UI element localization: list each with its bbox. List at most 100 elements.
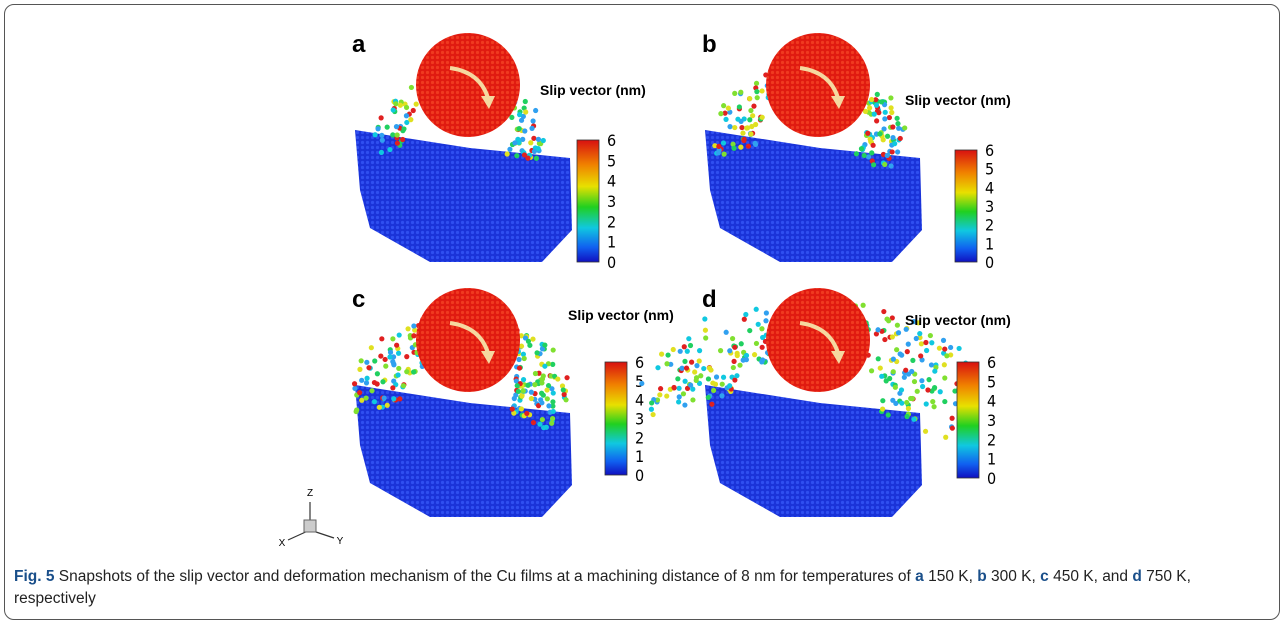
atom (931, 404, 937, 410)
atom (702, 327, 709, 333)
atom (387, 146, 393, 153)
atom (913, 335, 919, 342)
atom (533, 155, 540, 161)
atom (875, 356, 881, 362)
atom (752, 140, 758, 146)
caption-bold: c (1040, 568, 1049, 585)
colorbar-tick-label: 3 (635, 410, 644, 429)
atom (918, 353, 924, 359)
atom (730, 364, 736, 371)
atom (705, 376, 712, 382)
atom (750, 113, 756, 119)
atom (682, 378, 688, 384)
atom (693, 377, 699, 383)
atom (357, 390, 363, 396)
atom (527, 342, 533, 348)
atom (721, 103, 727, 109)
rotation-arrow (449, 321, 490, 354)
atom (384, 124, 390, 130)
atom (639, 380, 645, 387)
atom (532, 382, 538, 388)
atom (664, 393, 670, 399)
atom (403, 113, 410, 119)
panel-label: b (702, 31, 717, 58)
atom (509, 406, 515, 412)
rotation-arrow (799, 66, 840, 99)
atom (655, 365, 661, 371)
colorbar-tick-label: 2 (607, 212, 616, 231)
atom (741, 316, 747, 322)
caption-bold: d (1132, 568, 1142, 585)
atom (759, 88, 765, 94)
atom (532, 370, 539, 377)
atom (523, 109, 529, 115)
atom (879, 373, 885, 379)
atom (727, 109, 733, 115)
atom (904, 349, 910, 355)
atom (387, 349, 394, 355)
atom (736, 104, 742, 110)
atom (754, 89, 760, 95)
panel-label: c (352, 286, 365, 313)
atom (759, 326, 765, 332)
colorbar-tick-label: 2 (987, 430, 996, 449)
caption-text: Snapshots of the slip vector and deforma… (54, 568, 916, 585)
atom (359, 377, 365, 383)
atom (895, 121, 901, 127)
colorbar-tick-label: 5 (635, 372, 644, 391)
atom (875, 327, 881, 333)
atom (390, 359, 396, 365)
atom (382, 356, 388, 363)
colorbar-tick-label: 4 (635, 391, 644, 410)
colorbar-title: Slip vector (nm) (540, 82, 646, 98)
atom (525, 338, 532, 344)
atom (512, 140, 518, 146)
atom (702, 316, 708, 322)
atom (915, 320, 922, 326)
atom (531, 135, 537, 141)
atom (737, 362, 743, 368)
atom (890, 369, 896, 375)
atom (877, 365, 883, 371)
atom (687, 342, 694, 349)
atom (516, 112, 523, 118)
rotation-arrow (449, 66, 490, 99)
atom (881, 126, 887, 132)
atom (531, 148, 537, 155)
atom (741, 136, 747, 142)
atom (525, 382, 531, 388)
atom (873, 97, 879, 103)
atom (384, 402, 390, 408)
atom (898, 387, 905, 393)
atom (909, 368, 915, 375)
atom (949, 415, 955, 421)
atom (903, 367, 909, 373)
atom (919, 357, 925, 363)
substrate (355, 385, 572, 517)
atom (684, 385, 691, 391)
atom (882, 161, 888, 168)
rotation-arrowhead (481, 96, 495, 109)
atom (518, 333, 524, 339)
atom (378, 149, 385, 156)
atom (882, 116, 888, 122)
atom (911, 416, 917, 422)
atom (899, 352, 905, 358)
atom (694, 363, 700, 369)
atom (371, 399, 378, 405)
atom (730, 141, 736, 147)
atom (539, 416, 545, 423)
atom (735, 116, 741, 122)
atom (903, 326, 909, 332)
atom (535, 136, 542, 142)
atom (871, 162, 877, 168)
colorbar-tick-label: 0 (635, 466, 644, 485)
atom (372, 132, 378, 138)
atom (894, 322, 900, 328)
atom (520, 136, 526, 142)
panel-label: a (352, 31, 366, 58)
atom (889, 149, 895, 155)
atom (748, 131, 754, 137)
atom (520, 377, 527, 383)
